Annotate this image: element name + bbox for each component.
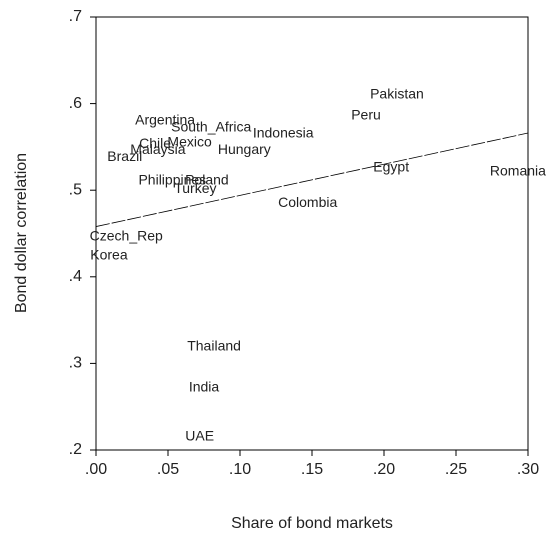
- fit-line: [95, 132, 529, 227]
- point-label: Korea: [90, 247, 128, 263]
- point-label: South_Africa: [171, 119, 251, 135]
- y-tick-label: .2: [69, 441, 82, 458]
- y-tick-label: .3: [69, 355, 82, 372]
- x-tick-label: .20: [373, 461, 395, 478]
- point-label: Argentina: [135, 112, 195, 128]
- x-tick-label: .15: [301, 461, 323, 478]
- x-tick-label: .05: [157, 461, 179, 478]
- y-tick-label: .5: [69, 181, 82, 198]
- y-tick-label: .6: [69, 95, 82, 112]
- point-label: UAE: [185, 428, 214, 444]
- point-label: Indonesia: [253, 125, 314, 141]
- point-label: Turkey: [174, 180, 216, 196]
- point-label: Brazil: [107, 148, 142, 164]
- y-tick-label: .7: [69, 8, 82, 25]
- x-tick-label: .25: [445, 461, 467, 478]
- point-label: Malaysia: [130, 141, 185, 157]
- x-axis-title: Share of bond markets: [231, 515, 393, 532]
- x-tick-label: .00: [85, 461, 107, 478]
- point-label: Poland: [185, 171, 229, 187]
- point-label: Mexico: [167, 133, 212, 149]
- point-label: Czech_Rep: [90, 228, 163, 244]
- point-label: Egypt: [373, 158, 409, 174]
- point-label: Philippines: [138, 171, 206, 187]
- y-tick-label: .4: [69, 268, 82, 285]
- point-label: Thailand: [187, 338, 241, 354]
- point-label: Peru: [351, 106, 381, 122]
- point-label: Hungary: [218, 141, 271, 157]
- x-tick-label: .10: [229, 461, 251, 478]
- point-label: Colombia: [278, 194, 337, 210]
- point-label: Chile: [139, 135, 171, 151]
- point-label: Romania: [490, 163, 546, 179]
- x-tick-label: .30: [517, 461, 539, 478]
- point-label: India: [189, 378, 220, 394]
- y-axis-title: Bond dollar correlation: [13, 153, 30, 313]
- point-label: Pakistan: [370, 86, 424, 102]
